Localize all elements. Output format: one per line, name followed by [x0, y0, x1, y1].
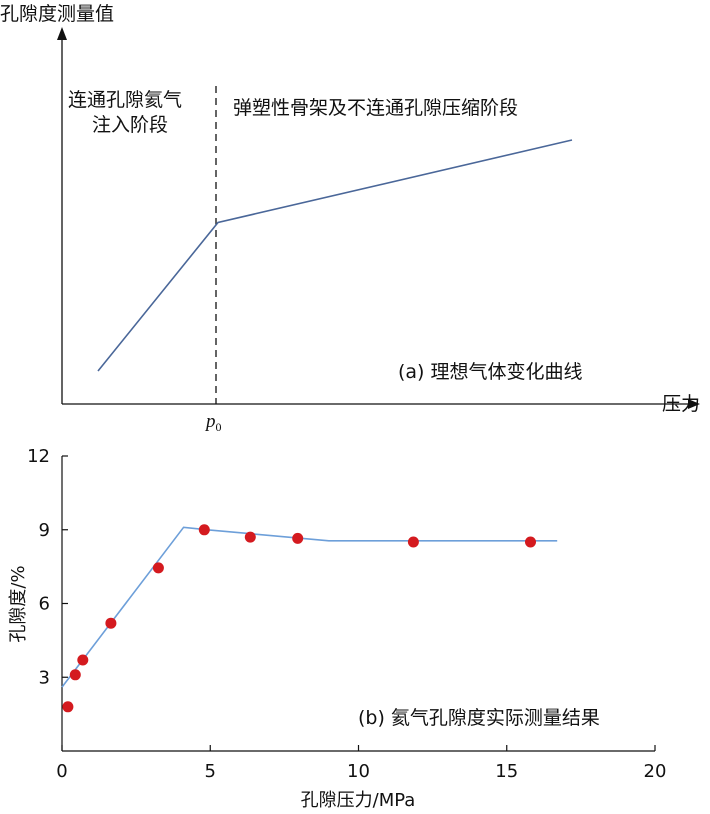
y-tick-label: 6	[39, 594, 50, 615]
panel-a-annotation-left-1: 连通孔隙氦气	[68, 89, 182, 111]
panel-b-ticks: 0 5 10 15 20 3 6 9 12	[27, 446, 666, 782]
data-point	[152, 562, 164, 574]
data-point	[69, 669, 81, 681]
y-tick-label: 9	[39, 520, 50, 541]
panel-a-ylabel: 孔隙度测量值	[0, 3, 114, 25]
panel-a: 孔隙度测量值 压力 连通孔隙氦气 注入阶段 弹塑性骨架及不连通孔隙压缩阶段 p0…	[0, 3, 700, 434]
panel-a-tick-p0-base: p	[204, 411, 216, 432]
y-tick-label: 3	[39, 667, 50, 688]
panel-b: 0 5 10 15 20 3 6 9 12 孔隙度/% 孔隙压力/MPa (b) 氦气孔隙度实际…	[8, 446, 666, 811]
y-tick-label: 12	[27, 446, 50, 467]
panel-b-ylabel: 孔隙度/%	[8, 565, 29, 642]
panel-b-xlabel: 孔隙压力/MPa	[301, 790, 416, 811]
x-tick-label: 5	[205, 761, 216, 782]
data-point	[105, 617, 117, 629]
panel-b-fit-line	[61, 526, 558, 688]
data-point	[244, 531, 256, 543]
panel-a-tick-p0-subscript: 0	[216, 420, 222, 434]
data-point	[407, 536, 419, 548]
x-tick-label: 15	[495, 761, 518, 782]
panel-a-y-axis-arrow	[57, 27, 67, 40]
x-tick-label: 0	[56, 761, 67, 782]
panel-a-ideal-curve	[97, 139, 573, 372]
panel-a-xlabel: 压力	[662, 393, 700, 415]
panel-a-annotation-left-2: 注入阶段	[92, 114, 168, 136]
panel-a-x-axis-arrow	[688, 399, 700, 409]
panel-a-annotation-right: 弹塑性骨架及不连通孔隙压缩阶段	[233, 97, 518, 119]
panel-b-points	[62, 524, 536, 713]
data-point	[198, 524, 210, 536]
data-point	[292, 532, 304, 544]
panel-b-caption: (b) 氦气孔隙度实际测量结果	[358, 707, 600, 729]
data-point	[62, 701, 74, 713]
data-point	[77, 654, 89, 666]
x-tick-label: 20	[644, 761, 667, 782]
panel-a-caption: (a) 理想气体变化曲线	[398, 361, 583, 383]
data-point	[525, 536, 536, 548]
x-tick-label: 10	[347, 761, 370, 782]
panel-a-tick-p0: p0	[204, 411, 222, 434]
